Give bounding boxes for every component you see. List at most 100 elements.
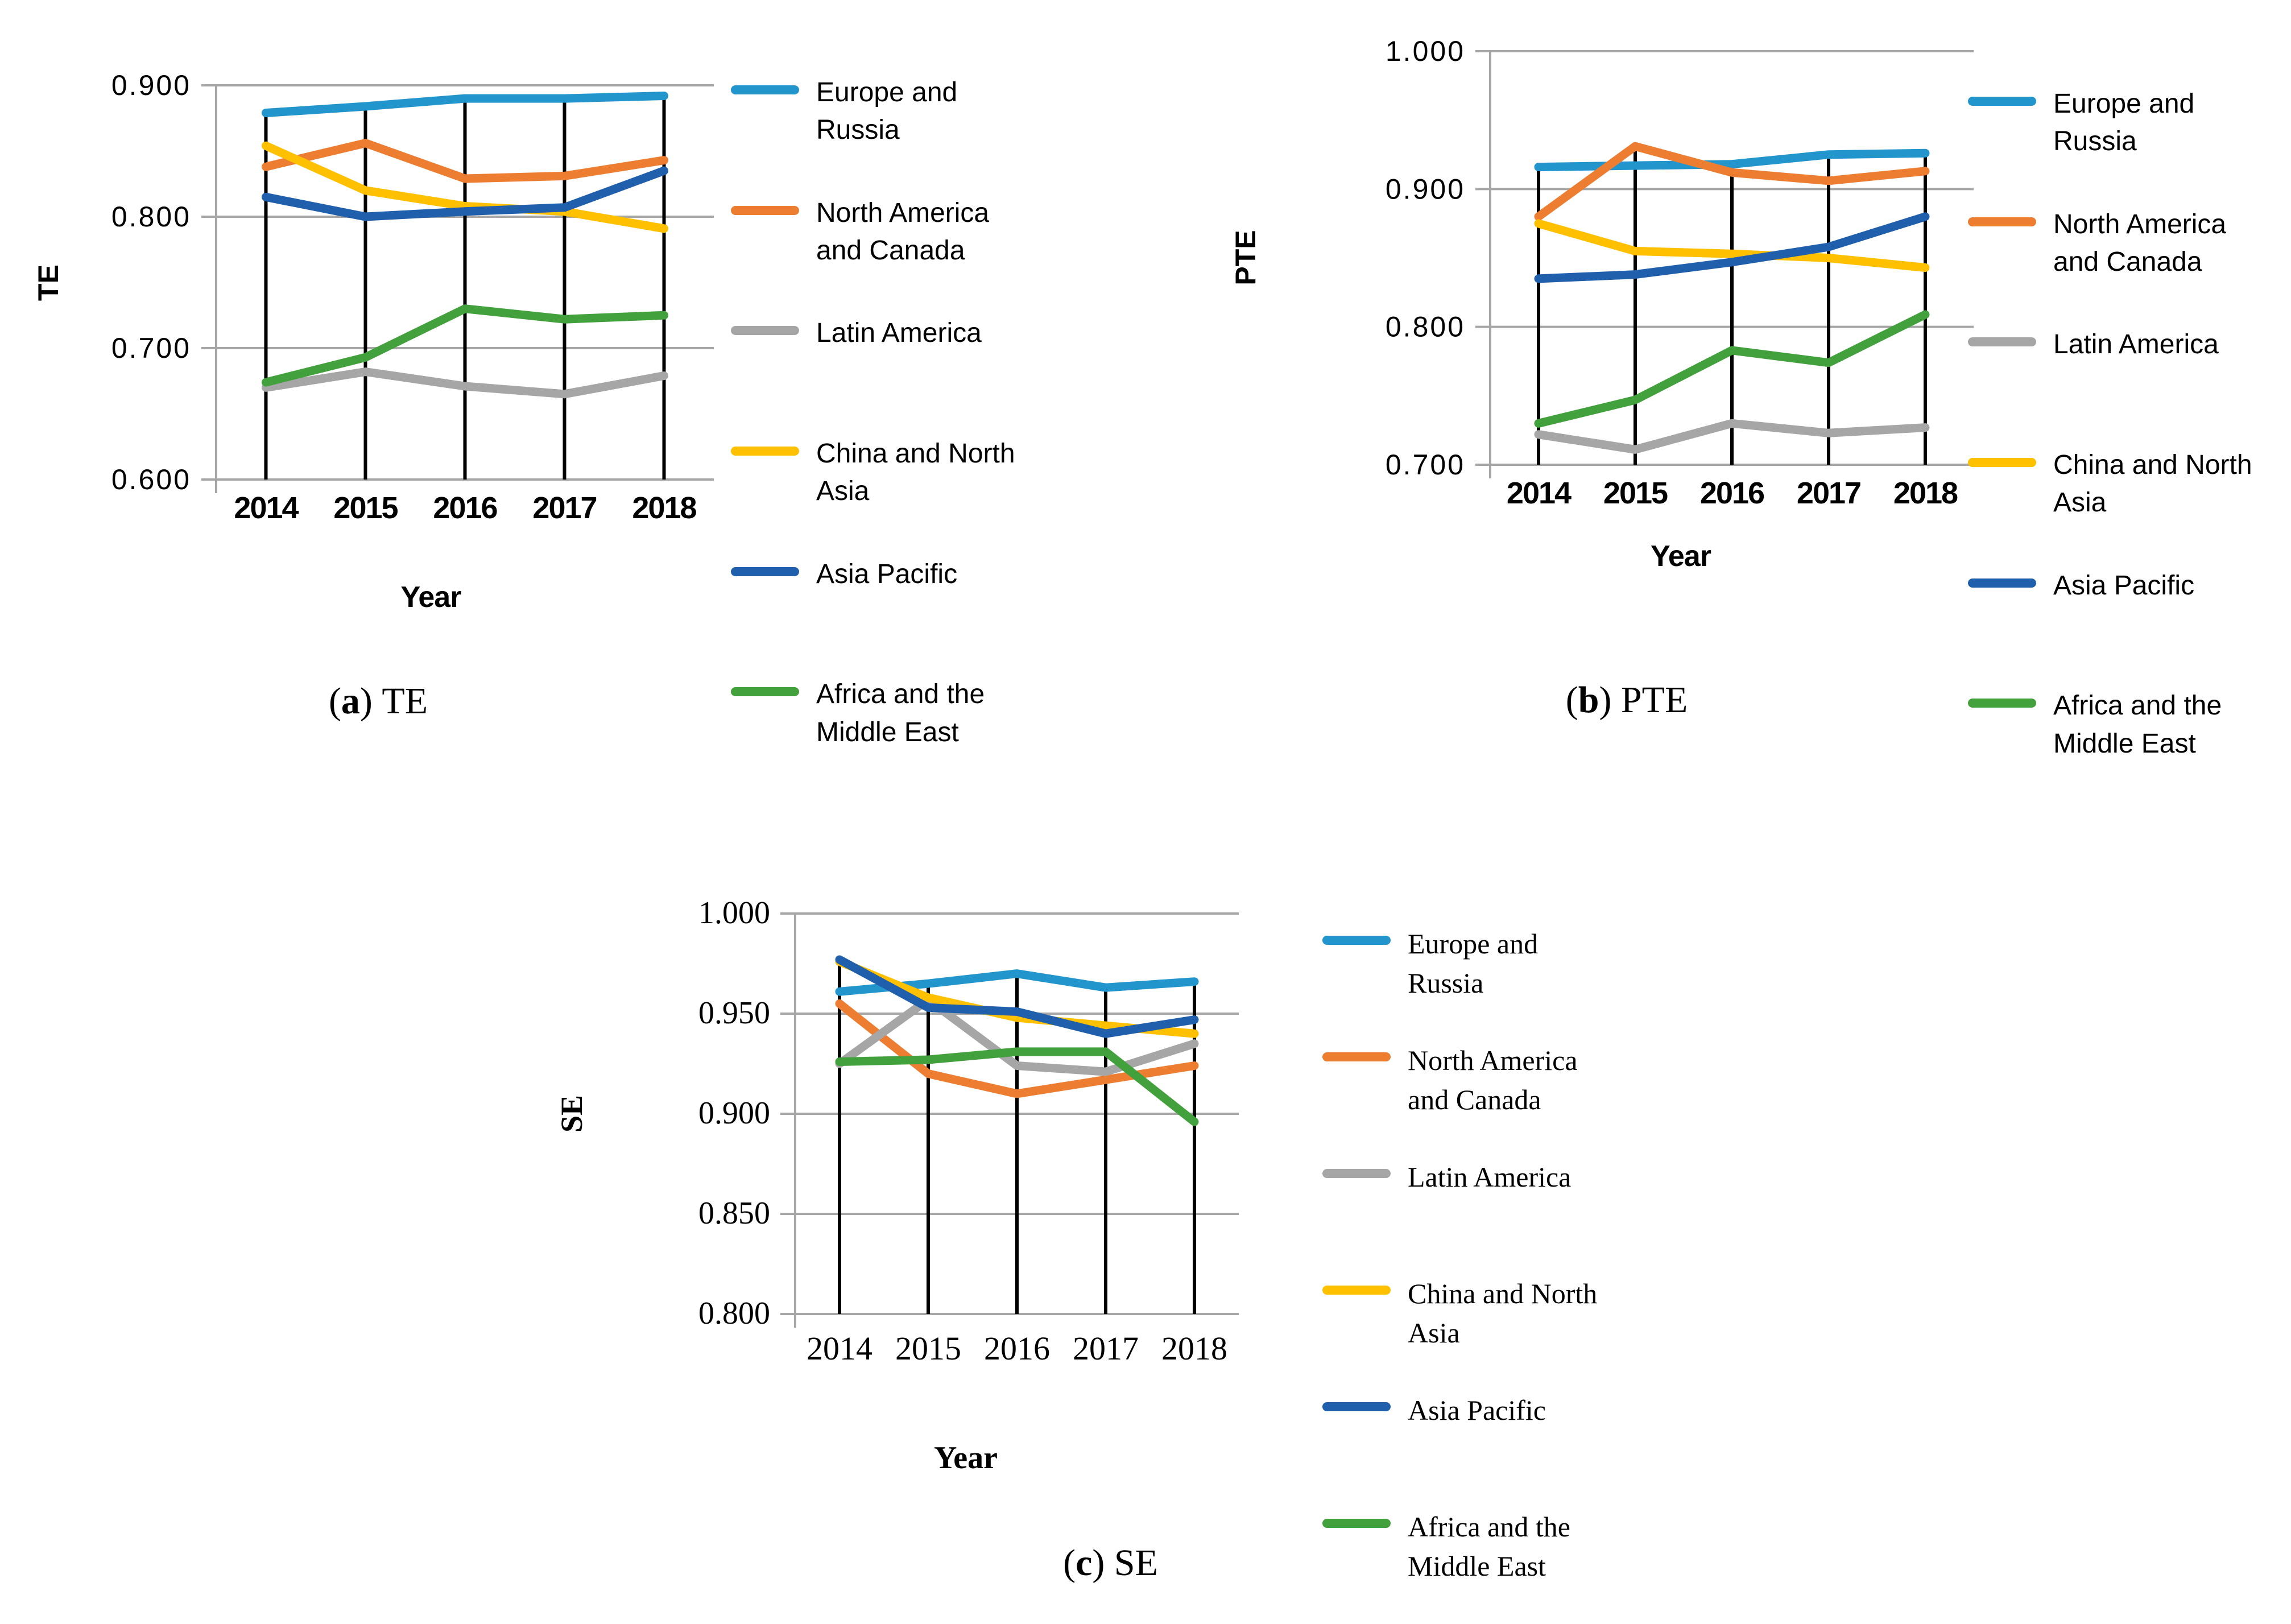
legend-item-north-america-and-canada: North America and Canada — [1968, 206, 2252, 327]
series-line-asia-pacific — [835, 955, 1199, 1038]
legend-item-latin-america: Latin America — [1968, 326, 2252, 447]
series-line-latin-america — [1534, 419, 1930, 454]
legend-swatch-china-and-north-asia — [1968, 458, 2036, 467]
y-tick-label: 0.800 — [698, 1296, 770, 1331]
series-line-asia-pacific — [262, 166, 668, 221]
legend-label: China and North Asia — [1408, 1278, 1598, 1349]
caption-letter-te: a — [341, 680, 360, 722]
pte-line-chart: 1.000 0.900 0.800 0.700 2014 2015 2016 2017 2018 — [1386, 35, 1974, 510]
legend-label: Europe and Russia — [1408, 928, 1539, 999]
legend-swatch-europe-and-russia — [731, 85, 799, 94]
y-tick-label: 0.800 — [111, 201, 191, 233]
legend-item-asia-pacific: Asia Pacific — [1968, 567, 2252, 688]
legend-swatch-china-and-north-asia — [731, 447, 799, 456]
series-line-africa-and-the-middle-east — [835, 1047, 1199, 1126]
legend-swatch-latin-america — [1968, 337, 2036, 347]
y-tick-label: 0.700 — [1386, 449, 1465, 481]
x-axis-title-pte: Year — [1651, 540, 1711, 573]
legend-label: Asia Pacific — [2053, 570, 2195, 601]
y-tick-label: 0.850 — [698, 1196, 770, 1231]
legend-label: Asia Pacific — [816, 559, 958, 589]
caption-label-te: TE — [382, 680, 428, 722]
legend-label: North America and Canada — [1408, 1044, 1578, 1115]
legend-pte: Europe and Russia North America and Canada L… — [1968, 85, 2252, 808]
legend-te: Europe and Russia North America and Canada L… — [731, 74, 1015, 796]
te-line-chart: 0.900 0.800 0.700 0.600 2014 2015 2016 2017 2018 — [111, 69, 714, 525]
legend-label: China and North Asia — [816, 439, 1015, 507]
legend-item-china-and-north-asia: China and North Asia — [731, 435, 1015, 556]
se-line-chart: 1.000 0.950 0.900 0.850 0.800 2014 2015 2016 201… — [698, 895, 1239, 1367]
legend-label: Asia Pacific — [1408, 1394, 1546, 1426]
series-line-latin-america — [262, 367, 668, 399]
legend-label: Africa and the Middle East — [2053, 691, 2222, 759]
legend-label: Europe and Russia — [2053, 89, 2195, 157]
series-line-china-and-north-asia — [262, 141, 668, 233]
series-line-europe-and-russia — [1534, 148, 1930, 172]
legend-item-asia-pacific: Asia Pacific — [1322, 1391, 1597, 1507]
x-tick-label-2014: 2014 — [807, 1330, 872, 1367]
x-tick-label-2015: 2015 — [895, 1330, 961, 1367]
legend-swatch-africa-and-the-middle-east — [1322, 1519, 1391, 1528]
x-tick-label-2014: 2014 — [1507, 476, 1572, 510]
chart-block-se: SE 1.000 0.950 0.900 0.850 0.800 2014 2015 2016… — [546, 885, 1675, 1585]
legend-swatch-north-america-and-canada — [1968, 217, 2036, 226]
series-line-africa-and-the-middle-east — [1534, 310, 1930, 428]
caption-te: (a) TE — [328, 680, 428, 722]
legend-label: Africa and the Middle East — [816, 679, 985, 747]
x-tick-label-2016: 2016 — [1700, 476, 1764, 510]
series-line-europe-and-russia — [262, 92, 668, 117]
legend-label: Europe and Russia — [816, 77, 958, 146]
x-axis-title-se: Year — [934, 1440, 998, 1476]
legend-se: Europe and Russia North America and Canada L… — [1322, 924, 1597, 1624]
series-line-north-america-and-canada — [262, 139, 668, 183]
legend-swatch-africa-and-the-middle-east — [731, 687, 799, 697]
caption-letter-pte: b — [1578, 679, 1599, 721]
legend-swatch-latin-america — [731, 326, 799, 336]
x-tick-label-2017: 2017 — [1073, 1330, 1139, 1367]
legend-swatch-china-and-north-asia — [1322, 1286, 1391, 1295]
x-tick-label-2018: 2018 — [1893, 476, 1958, 510]
y-tick-label: 1.000 — [698, 895, 770, 931]
y-tick-label: 0.900 — [111, 69, 191, 101]
caption-letter-se: c — [1076, 1542, 1093, 1584]
legend-swatch-north-america-and-canada — [731, 205, 799, 215]
x-axis-title-te: Year — [400, 581, 462, 614]
legend-swatch-africa-and-the-middle-east — [1968, 699, 2036, 708]
legend-item-europe-and-russia: Europe and Russia — [1322, 924, 1597, 1041]
legend-item-africa-and-the-middle-east: Africa and the Middle East — [1968, 687, 2252, 808]
y-axis-title-se: SE — [555, 1094, 589, 1133]
legend-item-china-and-north-asia: China and North Asia — [1968, 447, 2252, 567]
x-tick-label-2015: 2015 — [1603, 476, 1668, 510]
x-tick-label-2016: 2016 — [433, 491, 497, 525]
y-tick-label: 0.900 — [1386, 173, 1465, 205]
y-tick-label: 0.600 — [111, 464, 191, 495]
caption-pte: (b) PTE — [1565, 679, 1688, 721]
legend-label: Latin America — [816, 318, 982, 349]
y-tick-label: 1.000 — [1386, 35, 1465, 67]
legend-item-europe-and-russia: Europe and Russia — [731, 74, 1015, 195]
legend-swatch-latin-america — [1322, 1169, 1391, 1178]
legend-swatch-asia-pacific — [731, 567, 799, 576]
legend-item-latin-america: Latin America — [731, 315, 1015, 435]
legend-swatch-europe-and-russia — [1968, 97, 2036, 106]
legend-item-china-and-north-asia: China and North Asia — [1322, 1274, 1597, 1391]
series-line-africa-and-the-middle-east — [262, 304, 668, 387]
legend-item-north-america-and-canada: North America and Canada — [1322, 1041, 1597, 1158]
legend-swatch-north-america-and-canada — [1322, 1052, 1391, 1061]
y-tick-label: 0.950 — [698, 995, 770, 1031]
legend-label: North America and Canada — [816, 197, 990, 266]
series-line-asia-pacific — [1534, 212, 1930, 283]
legend-swatch-asia-pacific — [1968, 578, 2036, 588]
y-tick-label: 0.700 — [111, 332, 191, 364]
legend-item-latin-america: Latin America — [1322, 1158, 1597, 1274]
x-tick-label-2017: 2017 — [1797, 476, 1860, 510]
x-tick-label-2014: 2014 — [234, 491, 299, 525]
x-tick-label-2018: 2018 — [632, 491, 696, 525]
caption-label-se: SE — [1114, 1542, 1158, 1584]
legend-label: Latin America — [2053, 329, 2219, 360]
x-tick-label-2015: 2015 — [333, 491, 398, 525]
chart-block-te: TE 0.900 0.800 0.700 0.600 2014 2015 2016 2017 2… — [23, 57, 1095, 747]
legend-label: North America and Canada — [2053, 209, 2227, 277]
y-axis-title-te: TE — [32, 265, 64, 301]
